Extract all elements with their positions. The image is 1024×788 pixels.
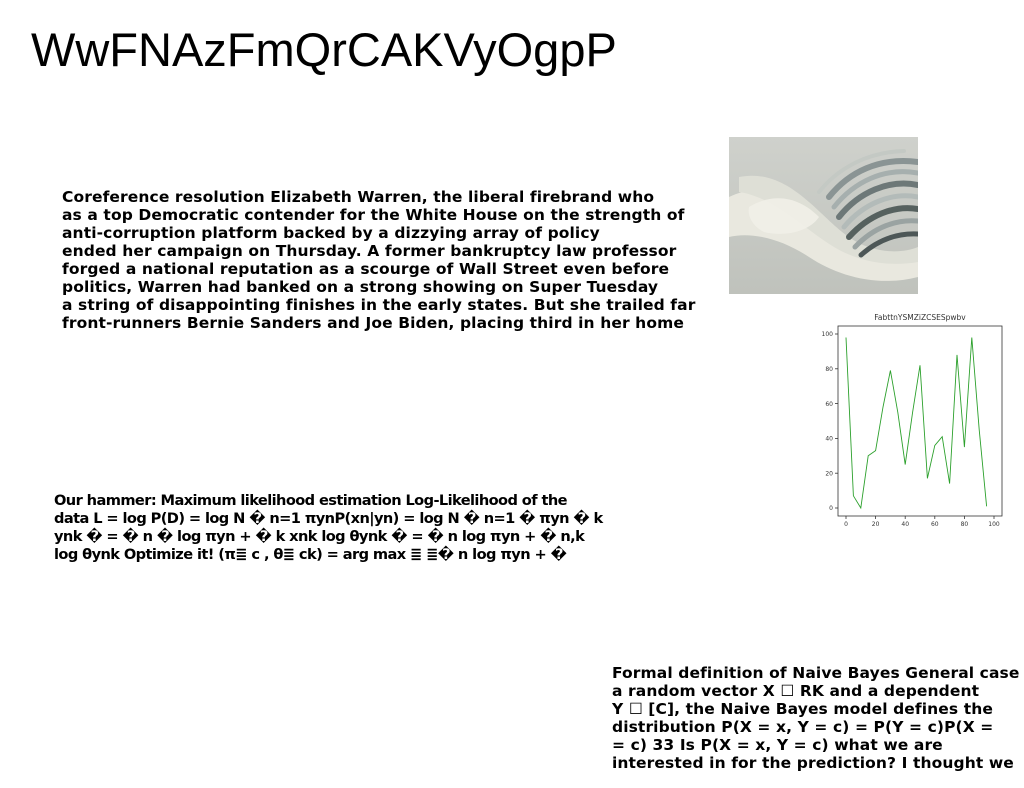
text-line: a string of disappointing finishes in th… [62,296,696,314]
text-line: Coreference resolution Elizabeth Warren,… [62,188,655,206]
text-line: front-runners Bernie Sanders and Joe Bid… [62,314,684,332]
y-tick-label: 80 [825,366,833,373]
text-line: data L = log P(D) = log N � n=1 πynP(xn|… [54,510,603,527]
text-line: politics, Warren had banked on a strong … [62,278,659,296]
text-line: distribution P(X = x, Y = c) = P(Y = c)P… [612,718,994,736]
y-tick-label: 40 [825,436,833,443]
coreference-paragraph: Coreference resolution Elizabeth Warren,… [62,188,695,332]
text-line: a random vector X ☐ RK and a dependent [612,682,980,700]
text-line: ynk � = � n � log πyn + � k xnk log θynk… [54,528,585,545]
chart-title: FabttnYSMZiZCSESpwbv [874,313,966,322]
x-tick-label: 20 [872,521,880,528]
text-line: forged a national reputation as a scourg… [62,260,670,278]
x-tick-label: 0 [844,521,848,528]
text-line: interested in for the prediction? I thou… [612,754,1014,772]
line-chart: FabttnYSMZiZCSESpwbv 0 20 40 60 80 100 0 20 40 60 8… [812,310,1012,532]
plot-frame [837,325,1003,517]
text-line: Our hammer: Maximum likelihood estimatio… [54,492,568,509]
series-line [845,337,988,510]
x-tick-label: 100 [988,521,1000,528]
y-tick-label: 60 [825,401,833,408]
text-line: log θynk Optimize it! (π≣ c , θ≣ ck) = a… [54,546,567,563]
x-tick-label: 60 [931,521,939,528]
text-line: anti-corruption platform backed by a diz… [62,224,600,242]
text-line: ended her campaign on Thursday. A former… [62,242,677,260]
mle-paragraph: Our hammer: Maximum likelihood estimatio… [54,492,603,564]
y-tick-label: 20 [825,470,833,477]
abstract-ribbon-image [729,137,918,294]
y-tick-label: 0 [829,505,833,512]
ribbon-sculpture-graphic [729,137,918,294]
text-line: as a top Democratic contender for the Wh… [62,206,685,224]
text-line: Formal definition of Naive Bayes General… [612,664,1020,682]
x-tick-label: 80 [961,521,969,528]
y-tick-label: 100 [822,331,834,338]
line-chart-svg: FabttnYSMZiZCSESpwbv 0 20 40 60 80 100 0 20 40 60 8… [822,313,1003,528]
text-line: = c) 33 Is P(X = x, Y = c) what we are [612,736,943,754]
text-line: Y ☐ [C], the Naive Bayes model defines t… [612,700,993,718]
x-tick-label: 40 [901,521,909,528]
naive-bayes-paragraph: Formal definition of Naive Bayes General… [612,664,1019,772]
page-title: WwFNAzFmQrCAKVyOgpP [31,23,617,76]
